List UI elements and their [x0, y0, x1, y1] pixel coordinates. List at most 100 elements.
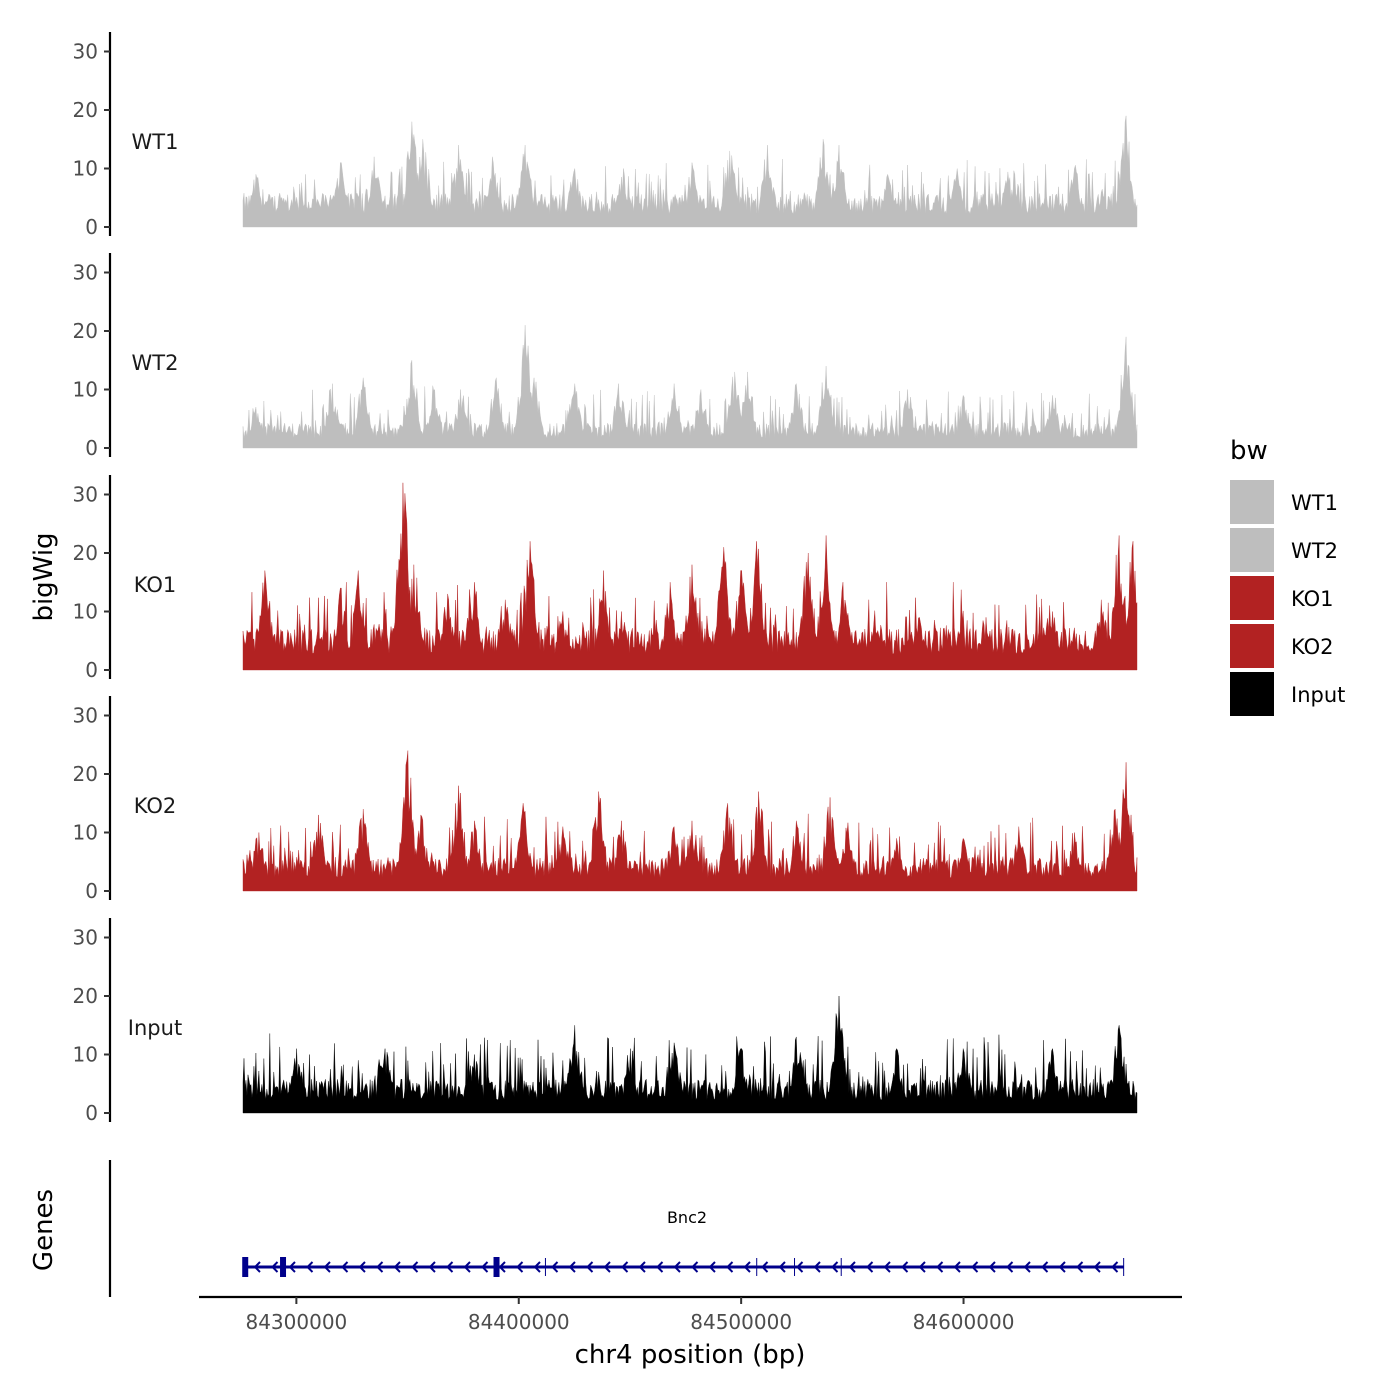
strand-arrow — [708, 1261, 716, 1273]
strand-arrow — [586, 1261, 594, 1273]
legend-label-wt2: WT2 — [1291, 539, 1338, 563]
strand-arrow — [918, 1261, 926, 1273]
strand-arrow — [411, 1261, 419, 1273]
y-tick-label: 30 — [73, 261, 98, 285]
legend-swatch-wt1 — [1230, 480, 1274, 524]
strand-arrow — [603, 1261, 611, 1273]
y-axis-title: bigWig — [29, 532, 59, 621]
strand-arrow — [516, 1261, 524, 1273]
y-tick-label: 0 — [85, 1101, 98, 1125]
coverage-area-ko2 — [242, 750, 1138, 892]
strand-arrow — [796, 1261, 804, 1273]
strand-arrow — [761, 1261, 769, 1273]
tracks-group: 0 10 20 30 WT1 0 10 20 30 WT2 0 10 20 30 KO1 0 10 20 30 KO2… — [73, 32, 1138, 1125]
legend-label-ko2: KO2 — [1291, 635, 1334, 659]
strand-arrow — [341, 1261, 349, 1273]
track-label: KO1 — [134, 573, 177, 597]
strand-arrow — [866, 1261, 874, 1273]
coverage-area-wt2 — [242, 325, 1138, 449]
strand-arrow — [1006, 1261, 1014, 1273]
legend-label-ko1: KO1 — [1291, 587, 1334, 611]
strand-arrow — [533, 1261, 541, 1273]
strand-arrow — [778, 1261, 786, 1273]
legend: bw WT1 WT2 KO1 KO2 Input — [1230, 436, 1345, 716]
exon-block — [242, 1257, 249, 1277]
strand-arrow — [621, 1261, 629, 1273]
strand-arrow — [673, 1261, 681, 1273]
track-wt2: 0 10 20 30 WT2 — [73, 253, 1138, 460]
legend-swatch-input — [1230, 672, 1274, 716]
strand-arrow — [306, 1261, 314, 1273]
y-tick-label: 10 — [73, 821, 98, 845]
y-tick-label: 10 — [73, 378, 98, 402]
strand-arrow — [1041, 1261, 1049, 1273]
strand-arrow — [831, 1261, 839, 1273]
strand-arrow — [848, 1261, 856, 1273]
strand-arrow — [901, 1261, 909, 1273]
x-tick-label: 84500000 — [690, 1310, 792, 1334]
strand-arrow — [726, 1261, 734, 1273]
strand-arrow — [376, 1261, 384, 1273]
coverage-area-input — [242, 995, 1138, 1114]
y-tick-label: 0 — [85, 436, 98, 460]
y-tick-label: 20 — [73, 762, 98, 786]
legend-title: bw — [1230, 436, 1268, 466]
strand-arrow — [253, 1261, 261, 1273]
strand-arrow — [638, 1261, 646, 1273]
track-label: KO2 — [134, 794, 177, 818]
y-tick-label: 20 — [73, 319, 98, 343]
strand-arrow — [936, 1261, 944, 1273]
track-label: WT2 — [132, 351, 179, 375]
legend-label-input: Input — [1291, 683, 1345, 707]
y-tick-label: 10 — [73, 600, 98, 624]
strand-arrow — [813, 1261, 821, 1273]
strand-arrow — [271, 1261, 279, 1273]
strand-arrow — [498, 1261, 506, 1273]
y-tick-label: 30 — [73, 483, 98, 507]
y-tick-label: 10 — [73, 1043, 98, 1067]
strand-arrow — [953, 1261, 961, 1273]
strand-arrow — [656, 1261, 664, 1273]
track-label: Input — [128, 1016, 182, 1040]
y-tick-label: 20 — [73, 541, 98, 565]
x-tick-label: 84300000 — [245, 1310, 347, 1334]
strand-arrow — [691, 1261, 699, 1273]
genes-axis-title: Genes — [29, 1189, 59, 1271]
strand-arrow — [446, 1261, 454, 1273]
gene-name-label: Bnc2 — [667, 1208, 707, 1227]
strand-arrow — [288, 1261, 296, 1273]
strand-arrow — [1111, 1261, 1119, 1273]
y-tick-label: 30 — [73, 926, 98, 950]
y-tick-label: 20 — [73, 984, 98, 1008]
x-tick-label: 84400000 — [468, 1310, 570, 1334]
coverage-area-ko1 — [242, 482, 1138, 671]
strand-arrow — [1093, 1261, 1101, 1273]
track-label: WT1 — [132, 130, 179, 154]
exon-block — [493, 1257, 500, 1277]
y-tick-label: 0 — [85, 658, 98, 682]
legend-swatch-wt2 — [1230, 528, 1274, 572]
strand-arrow — [481, 1261, 489, 1273]
strand-arrow — [323, 1261, 331, 1273]
strand-arrow — [988, 1261, 996, 1273]
y-tick-label: 30 — [73, 40, 98, 64]
y-tick-label: 20 — [73, 98, 98, 122]
strand-arrow — [551, 1261, 559, 1273]
track-input: 0 10 20 30 Input — [73, 918, 1138, 1125]
y-tick-label: 30 — [73, 704, 98, 728]
legend-swatch-ko1 — [1230, 576, 1274, 620]
track-ko2: 0 10 20 30 KO2 — [73, 696, 1138, 903]
strand-arrow — [743, 1261, 751, 1273]
genes-panel: Bnc2 — [108, 1160, 1125, 1297]
y-tick-label: 10 — [73, 157, 98, 181]
strand-arrow — [1023, 1261, 1031, 1273]
strand-arrow — [428, 1261, 436, 1273]
strand-arrow — [393, 1261, 401, 1273]
y-tick-label: 0 — [85, 879, 98, 903]
x-axis-title: chr4 position (bp) — [575, 1340, 806, 1370]
exon-block — [280, 1257, 287, 1277]
strand-arrow — [358, 1261, 366, 1273]
x-axis: 84300000 84400000 84500000 84600000 — [199, 1295, 1182, 1334]
legend-label-wt1: WT1 — [1291, 491, 1338, 515]
x-tick-label: 84600000 — [913, 1310, 1015, 1334]
